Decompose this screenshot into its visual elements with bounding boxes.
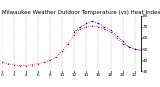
Text: Milwaukee Weather Outdoor Temperature (vs) Heat Index (Last 24 Hours): Milwaukee Weather Outdoor Temperature (v… xyxy=(2,10,160,15)
